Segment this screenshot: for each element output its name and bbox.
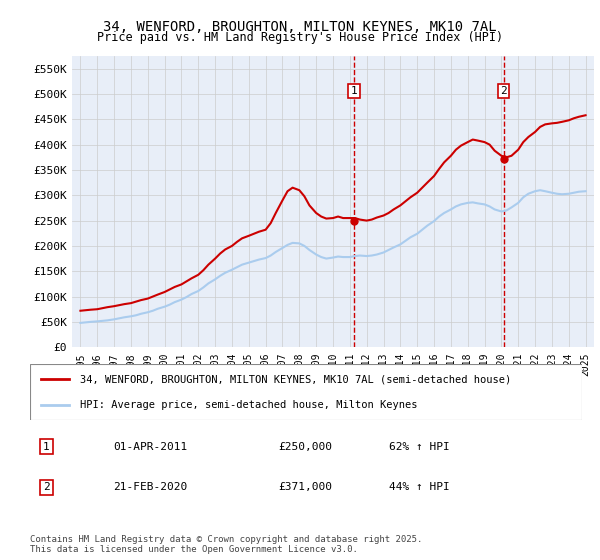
FancyBboxPatch shape: [30, 364, 582, 420]
Text: 62% ↑ HPI: 62% ↑ HPI: [389, 441, 449, 451]
Text: 34, WENFORD, BROUGHTON, MILTON KEYNES, MK10 7AL (semi-detached house): 34, WENFORD, BROUGHTON, MILTON KEYNES, M…: [80, 374, 511, 384]
Text: 2: 2: [43, 483, 50, 492]
Text: 44% ↑ HPI: 44% ↑ HPI: [389, 483, 449, 492]
Text: 01-APR-2011: 01-APR-2011: [113, 441, 187, 451]
Text: 34, WENFORD, BROUGHTON, MILTON KEYNES, MK10 7AL: 34, WENFORD, BROUGHTON, MILTON KEYNES, M…: [103, 20, 497, 34]
Text: £371,000: £371,000: [278, 483, 332, 492]
Text: 1: 1: [350, 86, 358, 96]
Text: £250,000: £250,000: [278, 441, 332, 451]
Text: HPI: Average price, semi-detached house, Milton Keynes: HPI: Average price, semi-detached house,…: [80, 400, 417, 410]
Text: Price paid vs. HM Land Registry's House Price Index (HPI): Price paid vs. HM Land Registry's House …: [97, 31, 503, 44]
Text: 21-FEB-2020: 21-FEB-2020: [113, 483, 187, 492]
Text: 1: 1: [43, 441, 50, 451]
Text: 2: 2: [500, 86, 507, 96]
Text: Contains HM Land Registry data © Crown copyright and database right 2025.
This d: Contains HM Land Registry data © Crown c…: [30, 535, 422, 554]
